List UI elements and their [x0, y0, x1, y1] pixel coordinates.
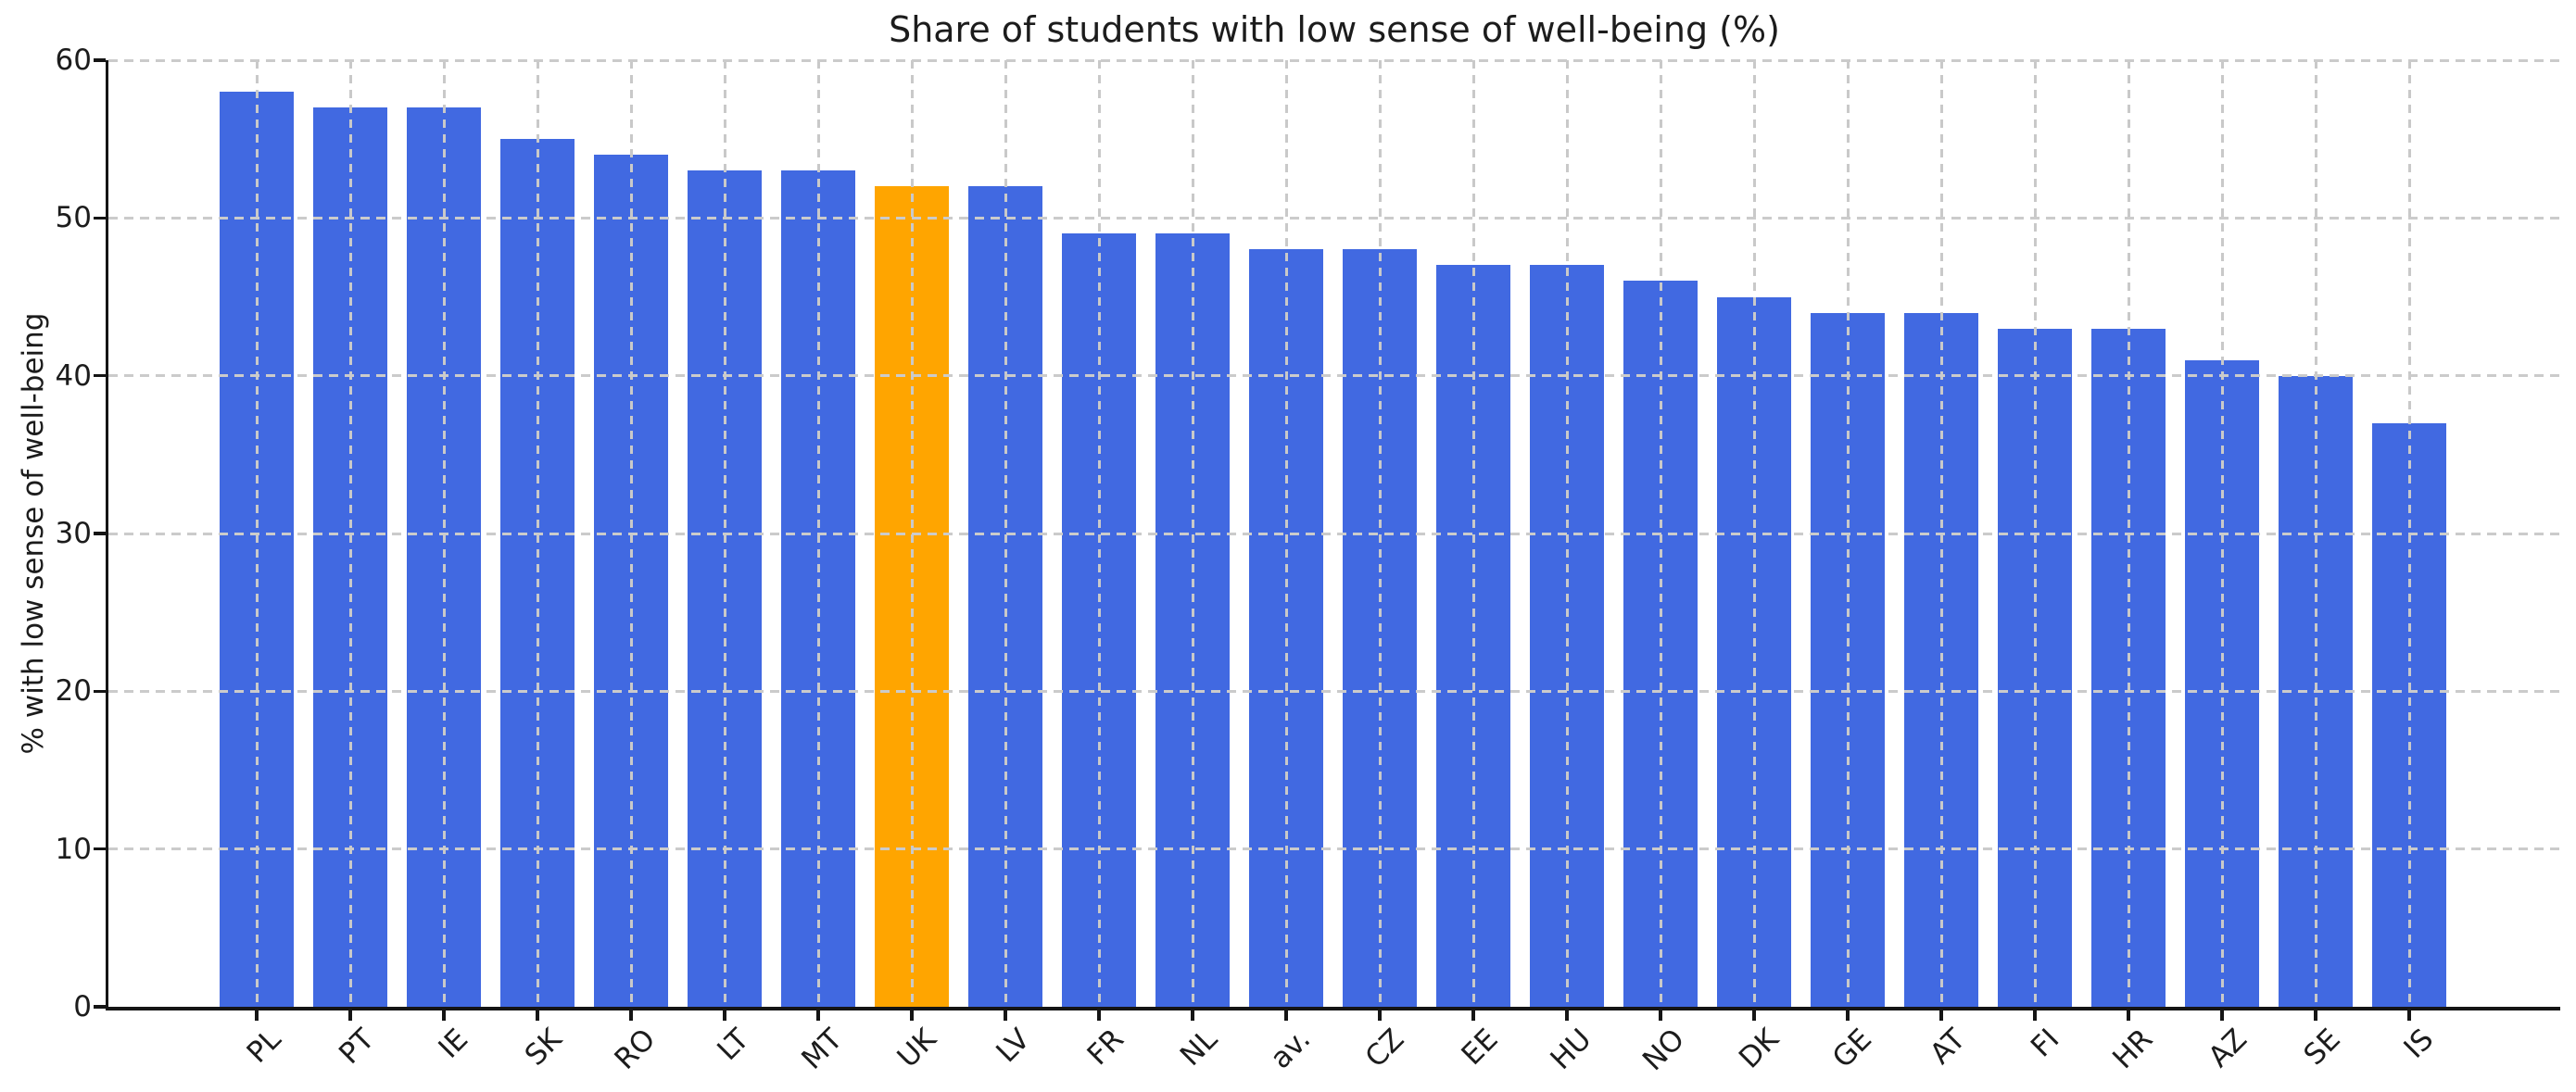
x-tick-label-text: NO: [1636, 1023, 1692, 1078]
y-tick-label-60: 60: [55, 44, 92, 77]
x-tick-mark: [1471, 1010, 1475, 1021]
x-tick-mark: [2314, 1010, 2317, 1021]
y-tick-mark: [94, 1005, 106, 1009]
x-tick-mark: [442, 1010, 446, 1021]
x-tick-mark: [910, 1010, 914, 1021]
horizontal-gridline: [108, 58, 2559, 62]
x-tick-label-text: MT: [795, 1023, 850, 1076]
x-tick-label-text: IE: [432, 1023, 475, 1065]
x-tick-label-text: DK: [1732, 1023, 1786, 1075]
x-tick-label-text: SK: [518, 1023, 569, 1073]
x-tick-label-text: AT: [1924, 1023, 1973, 1072]
horizontal-gridline: [108, 532, 2559, 535]
x-tick-mark: [2220, 1010, 2224, 1021]
x-tick-mark: [1097, 1010, 1101, 1021]
x-tick-label-text: LT: [711, 1023, 756, 1068]
x-tick-mark: [1939, 1010, 1943, 1021]
plot-area: [108, 58, 2559, 1007]
y-tick-mark: [94, 373, 106, 378]
horizontal-gridline: [108, 689, 2559, 693]
x-tick-mark: [1378, 1010, 1382, 1021]
horizontal-gridline: [108, 847, 2559, 851]
x-tick-mark: [255, 1010, 259, 1021]
x-tick-mark: [1846, 1010, 1850, 1021]
x-tick-mark: [1659, 1010, 1662, 1021]
x-tick-label-text: FI: [2024, 1023, 2066, 1064]
x-tick-label-text: HU: [1544, 1023, 1598, 1076]
y-tick-mark: [94, 532, 106, 535]
x-tick-label-text: CZ: [1358, 1023, 1411, 1074]
x-tick-label-text: IS: [2397, 1023, 2441, 1065]
x-tick-label-text: RO: [608, 1023, 663, 1076]
x-tick-mark: [1191, 1010, 1194, 1021]
x-tick-label-text: UK: [890, 1023, 943, 1074]
x-tick-mark: [2127, 1010, 2130, 1021]
y-tick-mark: [94, 689, 106, 694]
chart-title: Share of students with low sense of well…: [889, 9, 1780, 50]
x-tick-mark: [1284, 1010, 1288, 1021]
x-tick-mark: [536, 1010, 539, 1021]
x-tick-mark: [1565, 1010, 1569, 1021]
y-tick-label-40: 40: [55, 358, 92, 393]
x-tick-label-text: PL: [240, 1023, 288, 1070]
x-tick-label-text: GE: [1826, 1023, 1879, 1075]
x-tick-label-text: HR: [2106, 1023, 2160, 1076]
y-axis-line: [105, 60, 108, 1010]
x-tick-label-text: FR: [1080, 1023, 1130, 1073]
x-tick-mark: [348, 1010, 352, 1021]
y-tick-label-0: 0: [73, 990, 92, 1023]
x-tick-mark: [816, 1010, 820, 1021]
horizontal-gridline: [108, 216, 2559, 220]
x-tick-label-text: AZ: [2201, 1023, 2254, 1074]
x-tick-mark: [629, 1010, 633, 1021]
x-tick-label-text: SE: [2297, 1023, 2347, 1073]
y-tick-mark: [94, 58, 106, 62]
y-tick-label-20: 20: [55, 674, 92, 709]
x-tick-mark: [2407, 1010, 2411, 1021]
x-tick-mark: [1004, 1010, 1007, 1021]
y-tick-mark: [94, 216, 106, 220]
x-tick-mark: [723, 1010, 726, 1021]
x-tick-label-text: NL: [1173, 1023, 1224, 1073]
y-tick-label-50: 50: [55, 201, 92, 235]
horizontal-gridline: [108, 374, 2559, 378]
x-tick-label-text: PT: [333, 1023, 382, 1072]
x-tick-label-text: LV: [990, 1023, 1037, 1070]
y-tick-mark: [94, 847, 106, 851]
y-tick-label-30: 30: [55, 517, 92, 550]
y-tick-label-10: 10: [55, 832, 92, 866]
x-tick-mark: [1752, 1010, 1756, 1021]
x-axis-line: [105, 1007, 2560, 1010]
x-tick-mark: [2033, 1010, 2037, 1021]
x-tick-label-text: av.: [1264, 1023, 1318, 1076]
x-tick-label-text: EE: [1455, 1023, 1505, 1073]
